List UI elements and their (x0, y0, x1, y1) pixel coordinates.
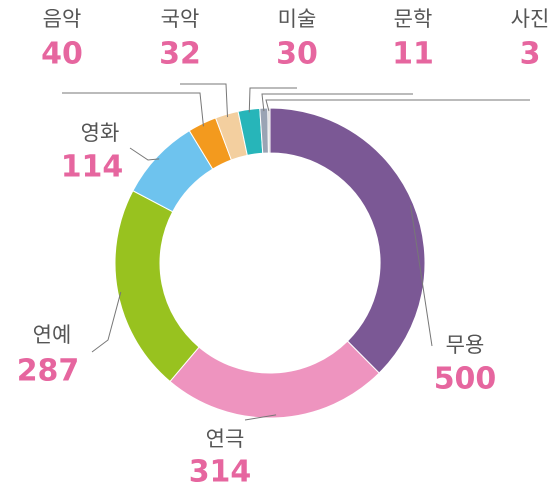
leader-line (244, 414, 277, 421)
slice-name: 연예 (33, 323, 72, 347)
leader-line (91, 291, 122, 353)
slice-name: 무용 (446, 333, 485, 357)
slice-name: 문학 (394, 7, 433, 31)
slice-value: 500 (434, 362, 497, 397)
slice-name: 사진 (511, 7, 550, 31)
donut-slice (114, 190, 200, 383)
leader-line (180, 83, 229, 118)
leader-line (248, 87, 297, 113)
slice-name: 영화 (81, 121, 120, 145)
slice-name: 연극 (206, 427, 245, 451)
donut-slice (269, 107, 426, 374)
slice-value: 11 (392, 37, 434, 72)
slice-name: 국악 (161, 7, 200, 31)
slice-value: 40 (41, 37, 83, 72)
slice-name: 미술 (278, 7, 317, 31)
donut-slice (267, 107, 271, 154)
slice-value: 30 (276, 37, 318, 72)
slice-value: 114 (61, 150, 124, 185)
slice-name: 음악 (43, 7, 82, 31)
donut-slice (169, 340, 380, 419)
leader-line (265, 99, 530, 112)
slice-value: 32 (159, 37, 201, 72)
slice-value: 314 (189, 455, 252, 490)
leader-line (62, 92, 204, 127)
leader-line (129, 147, 160, 161)
slice-value: 3 (520, 37, 541, 72)
leader-line (261, 93, 413, 112)
slice-value: 287 (17, 354, 80, 389)
leader-line (410, 205, 433, 347)
